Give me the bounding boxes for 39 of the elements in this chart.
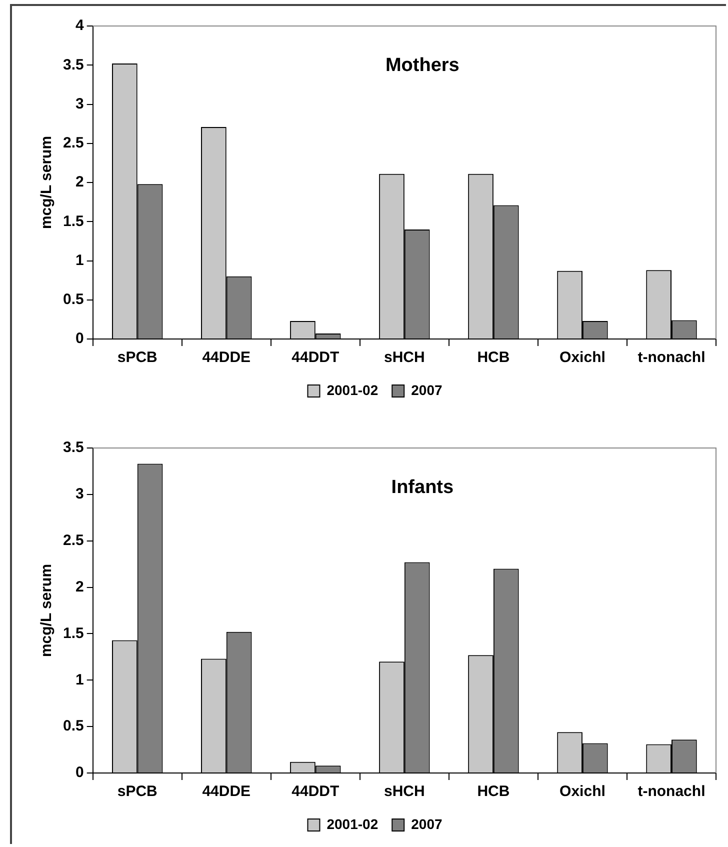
y-tick-label: 0 [76,764,84,782]
y-tick-label: 0.5 [62,291,84,308]
y-tick-label: 2 [76,174,84,191]
x-tick-label: Oxichl [560,783,606,800]
x-tick-label: 44DDE [202,783,251,800]
y-tick-label: 4 [76,17,85,34]
legend-label: 2001-02 [326,382,378,398]
x-tick-label: 44DDT [292,783,340,800]
x-tick-label: HCB [477,349,510,366]
y-axis-title: mcg/L serum [38,564,56,658]
y-axis-title: mcg/L serum [38,136,56,230]
x-tick-label: t-nonachl [638,349,706,366]
legend-label: 2001-02 [326,816,378,832]
y-tick-label: 2 [76,578,84,596]
x-tick-label: Oxichl [560,349,606,366]
legend-label: 2007 [411,816,442,832]
y-tick-label: 3.5 [62,56,84,74]
x-tick-label: 44DDE [202,349,251,366]
text: Infants [391,477,454,498]
y-tick-label: 3 [76,486,84,503]
x-tick-label: sHCH [384,349,425,366]
legend-label: 2007 [411,382,442,398]
y-tick-label: 3 [76,95,84,112]
y-tick-label: 3.5 [62,439,84,456]
y-tick-label: 2.5 [62,134,84,152]
y-tick-label: 1 [76,252,84,269]
x-tick-label: 44DDT [292,349,340,366]
y-tick-label: 2.5 [62,532,84,549]
text: Mothers [385,55,460,76]
y-tick-label: 0.5 [62,718,84,735]
y-tick-label: 1 [76,671,84,688]
x-tick-label: sHCH [384,783,425,800]
x-tick-label: t-nonachl [638,783,706,800]
x-tick-label: sPCB [117,783,158,800]
y-tick-label: 1.5 [62,624,84,642]
x-tick-label: HCB [477,783,510,800]
y-tick-label: 0 [76,330,84,348]
x-tick-label: sPCB [117,349,158,366]
y-tick-label: 1.5 [62,212,84,230]
